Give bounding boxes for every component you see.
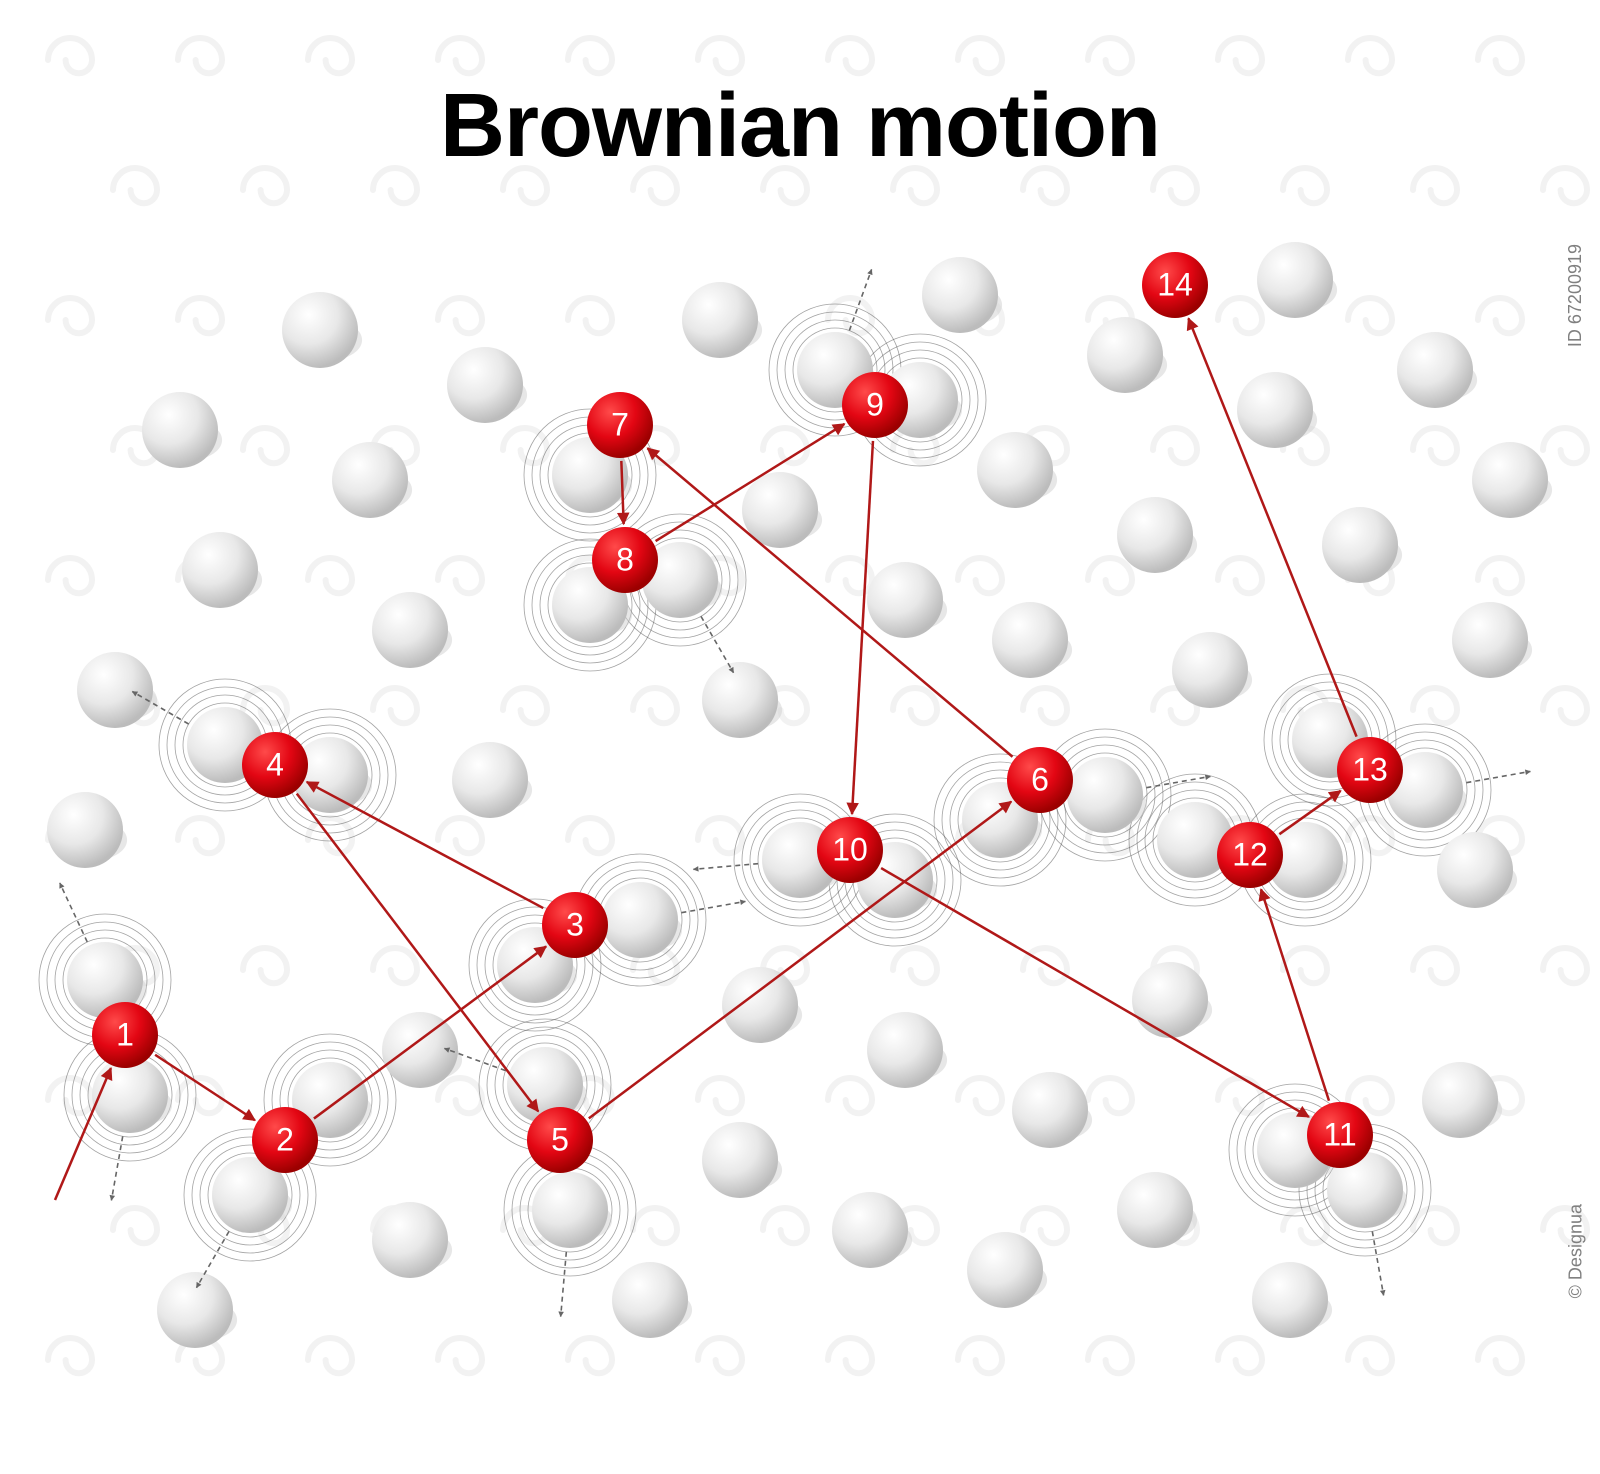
gray-particle [157, 1272, 233, 1348]
gray-particle [922, 257, 998, 333]
deflection-arrow [561, 1252, 567, 1317]
gray-particle [1117, 1172, 1193, 1248]
red-particle-12 [1217, 822, 1283, 888]
path-arrow [881, 868, 1309, 1117]
gray-particle [1087, 317, 1163, 393]
path-arrow [852, 441, 873, 814]
red-particle-1 [92, 1002, 158, 1068]
diagram-canvas [0, 0, 1600, 1474]
diagram-title: Brownian motion [0, 75, 1600, 178]
gray-particle [722, 967, 798, 1043]
gray-particle [1452, 602, 1528, 678]
gray-particle [867, 562, 943, 638]
watermark-author: © Designua [1565, 1204, 1586, 1298]
gray-particle [382, 1012, 458, 1088]
gray-particle [1012, 1072, 1088, 1148]
path-arrow [1261, 889, 1329, 1100]
deflection-arrow [681, 901, 745, 912]
gray-particle [77, 652, 153, 728]
gray-particle [1472, 442, 1548, 518]
red-particle-6 [1007, 747, 1073, 813]
gray-particle [282, 292, 358, 368]
red-particle-3 [542, 892, 608, 958]
red-particle-9 [842, 372, 908, 438]
gray-particle [1237, 372, 1313, 448]
gray-particle [372, 592, 448, 668]
gray-particle [977, 432, 1053, 508]
gray-particle [447, 347, 523, 423]
red-particle-7 [587, 392, 653, 458]
path-arrow [55, 1068, 111, 1200]
red-particle-8 [592, 527, 658, 593]
red-particle-5 [527, 1107, 593, 1173]
gray-particle [1397, 332, 1473, 408]
gray-particle [1252, 1262, 1328, 1338]
gray-particle [1117, 497, 1193, 573]
gray-particle [967, 1232, 1043, 1308]
gray-particle [452, 742, 528, 818]
gray-particle [867, 1012, 943, 1088]
gray-particle [702, 1122, 778, 1198]
gray-particle [372, 1202, 448, 1278]
gray-particle [1132, 962, 1208, 1038]
red-particle-10 [817, 817, 883, 883]
red-particle-11 [1307, 1102, 1373, 1168]
gray-particle [682, 282, 758, 358]
gray-particle [602, 882, 678, 958]
gray-particle [47, 792, 123, 868]
gray-particle [1422, 1062, 1498, 1138]
red-particle-13 [1337, 737, 1403, 803]
gray-particle [332, 442, 408, 518]
deflection-arrow [693, 864, 758, 870]
deflection-arrow [60, 883, 87, 942]
gray-particle [1257, 242, 1333, 318]
gray-particle [92, 1057, 168, 1133]
watermark-id: ID 67200919 [1565, 244, 1586, 347]
red-particle-4 [242, 732, 308, 798]
gray-particle [832, 1192, 908, 1268]
red-particle-2 [252, 1107, 318, 1173]
gray-particle [142, 392, 218, 468]
gray-particle [702, 662, 778, 738]
gray-particle [1067, 757, 1143, 833]
gray-particle [612, 1262, 688, 1338]
gray-particle [182, 532, 258, 608]
gray-particle [992, 602, 1068, 678]
gray-particle [532, 1172, 608, 1248]
deflection-arrow [1466, 771, 1530, 782]
deflection-arrow [111, 1136, 122, 1200]
deflection-arrow [1372, 1231, 1383, 1295]
gray-particle [1322, 507, 1398, 583]
gray-particle [1172, 632, 1248, 708]
gray-particle [1437, 832, 1513, 908]
red-particle-14 [1142, 252, 1208, 318]
